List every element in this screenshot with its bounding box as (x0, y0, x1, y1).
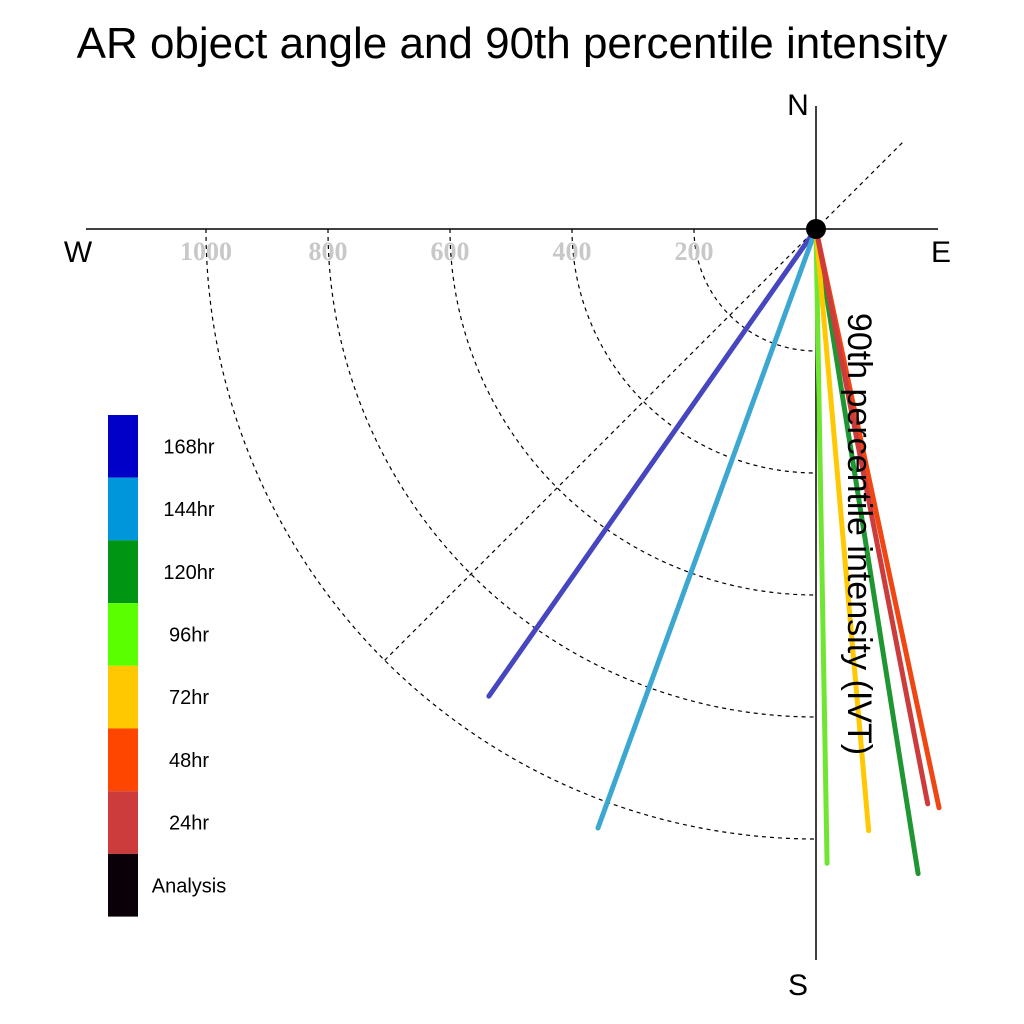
legend-label-144hr: 144hr (163, 499, 214, 521)
grid-ring (693, 228, 817, 352)
grid-ring (205, 228, 817, 840)
series-line-144hr (595, 226, 819, 831)
legend-label-24hr: 24hr (169, 813, 209, 835)
legend-swatch-96hr (108, 603, 138, 666)
compass-east-label: E (931, 236, 951, 269)
legend-label-168hr: 168hr (163, 436, 214, 458)
legend-swatch-48hr (108, 728, 138, 792)
series-line-72hr (813, 226, 872, 834)
series-line-96hr (813, 226, 830, 866)
series-line-24hr (813, 226, 931, 807)
grid-ring (327, 228, 817, 718)
ring-label: 1000 (180, 237, 232, 266)
ring-label: 800 (309, 237, 348, 266)
grid-ring (449, 228, 817, 596)
legend-label-48hr: 48hr (169, 750, 209, 772)
series-line-120hr (813, 226, 921, 877)
ring-label: 600 (431, 237, 470, 266)
radial-axis-label: 90th percentile intensity (IVT) (840, 313, 878, 755)
legend: 168hr 144hr 120hr 96hr 72hr 48hr 24hr Analysis (108, 415, 226, 917)
legend-swatch-120hr (108, 540, 138, 604)
legend-swatch-analysis (108, 853, 138, 917)
legend-label-96hr: 96hr (169, 624, 209, 646)
ring-label: 400 (553, 237, 592, 266)
legend-swatch-144hr (108, 477, 138, 541)
compass-north-label: N (787, 89, 809, 122)
legend-label-analysis: Analysis (152, 875, 226, 897)
ring-labels: 200 400 600 800 1000 (180, 237, 714, 266)
chart-title: AR object angle and 90th percentile inte… (77, 19, 948, 68)
compass-west-label: W (64, 236, 93, 269)
legend-label-72hr: 72hr (169, 687, 209, 709)
origin-marker (806, 219, 826, 239)
compass-south-label: S (788, 969, 808, 1002)
legend-swatch-168hr (108, 415, 138, 478)
series-lines (486, 226, 942, 877)
legend-swatch-72hr (108, 665, 138, 729)
ring-label: 200 (675, 237, 714, 266)
legend-label-120hr: 120hr (163, 562, 214, 584)
series-line-168hr (486, 226, 819, 699)
legend-swatch-24hr (108, 791, 138, 854)
